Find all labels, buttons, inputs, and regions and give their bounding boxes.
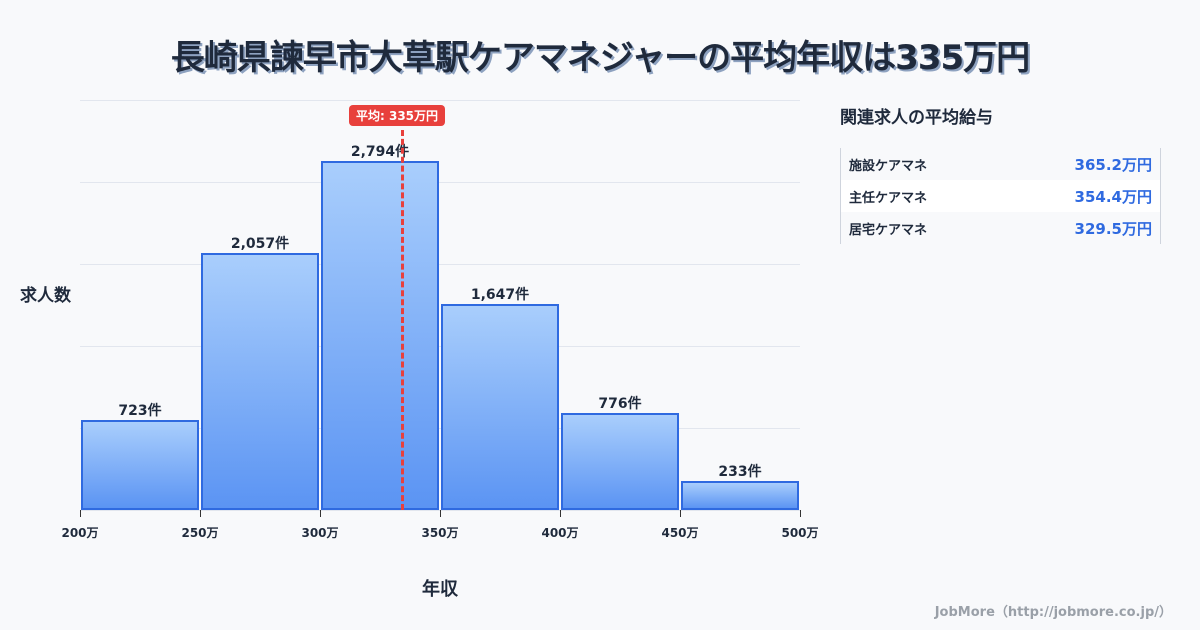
x-tick-label: 200万 (61, 526, 99, 540)
page-title: 長崎県諫早市大草駅ケアマネジャーの平均年収は335万円 (170, 38, 1030, 78)
x-tick (200, 510, 201, 517)
histogram-bar (681, 481, 799, 510)
x-tick-label: 250万 (181, 526, 219, 540)
x-tick-label: 350万 (421, 526, 459, 540)
x-tick (320, 510, 321, 517)
salary-value: 365.2万円 (1074, 155, 1152, 174)
x-tick (800, 510, 801, 517)
bar-value-label: 2,057件 (230, 236, 290, 252)
x-tick (680, 510, 681, 517)
x-tick (560, 510, 561, 517)
x-tick (80, 510, 81, 517)
histogram-chart: 723件 2,057件 2,794件 1,647件 776件 233件 平均: 335万円… (20, 100, 819, 600)
salary-value: 354.4万円 (1074, 187, 1152, 206)
gridline (80, 182, 800, 183)
gridline (80, 346, 800, 347)
job-name: 居宅ケアマネ (849, 222, 928, 238)
job-name: 施設ケアマネ (849, 158, 928, 174)
source-credit: JobMore（http://jobmore.co.jp/） (934, 605, 1172, 620)
histogram-bar (201, 253, 319, 510)
x-tick-label: 300万 (301, 526, 339, 540)
gridline (80, 264, 800, 265)
x-axis-label: 年収 (422, 579, 458, 600)
list-item: 施設ケアマネ 365.2万円 (841, 148, 1160, 180)
histogram-bar (441, 304, 559, 510)
x-tick (440, 510, 441, 517)
mean-badge: 平均: 335万円 (349, 105, 446, 126)
bar-value-label: 2,794件 (350, 144, 410, 160)
histogram-bar (81, 420, 199, 510)
mean-line (401, 130, 404, 510)
bar-value-label: 233件 (718, 464, 762, 480)
bar-value-label: 1,647件 (470, 287, 530, 303)
related-salary-panel: 関連求人の平均給与 施設ケアマネ 365.2万円 主任ケアマネ 354.4万円 … (840, 100, 1170, 244)
panel-title: 関連求人の平均給与 (840, 108, 993, 128)
histogram-bar (561, 413, 679, 510)
x-tick-label: 450万 (661, 526, 699, 540)
job-name: 主任ケアマネ (849, 190, 928, 206)
y-axis-label: 求人数 (20, 286, 71, 306)
bar-value-label: 776件 (598, 396, 642, 412)
x-tick-label: 500万 (781, 526, 819, 540)
gridline (80, 100, 800, 101)
salary-value: 329.5万円 (1074, 219, 1152, 238)
list-item: 主任ケアマネ 354.4万円 (841, 180, 1160, 212)
list-item: 居宅ケアマネ 329.5万円 (841, 212, 1160, 244)
bar-value-label: 723件 (118, 403, 162, 419)
histogram-bar (321, 161, 439, 510)
salary-list: 施設ケアマネ 365.2万円 主任ケアマネ 354.4万円 居宅ケアマネ 329… (840, 148, 1161, 244)
x-tick-label: 400万 (541, 526, 579, 540)
gridline (80, 428, 800, 429)
